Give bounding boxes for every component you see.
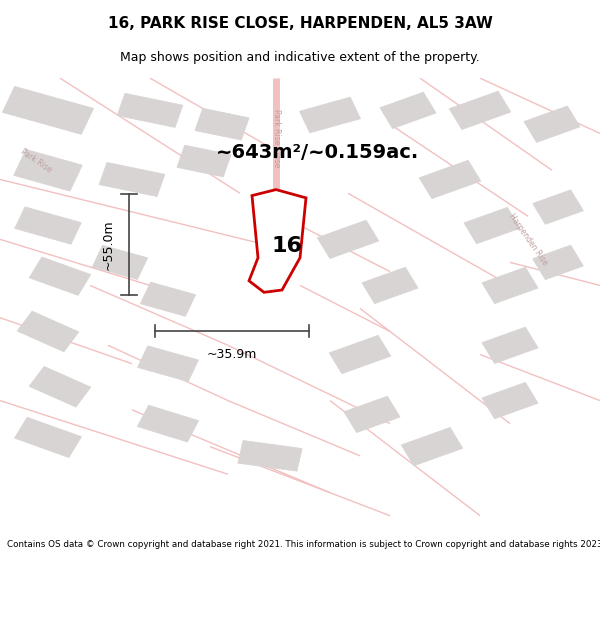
Text: 16, PARK RISE CLOSE, HARPENDEN, AL5 3AW: 16, PARK RISE CLOSE, HARPENDEN, AL5 3AW bbox=[107, 16, 493, 31]
Bar bbox=[329, 335, 391, 374]
Text: ~55.0m: ~55.0m bbox=[101, 219, 115, 270]
Bar bbox=[533, 245, 583, 279]
Bar bbox=[14, 207, 82, 244]
Bar bbox=[380, 92, 436, 129]
Bar bbox=[482, 327, 538, 364]
Bar bbox=[29, 257, 91, 296]
Bar bbox=[117, 93, 183, 128]
Bar bbox=[177, 145, 231, 177]
Bar bbox=[482, 382, 538, 419]
Bar bbox=[140, 282, 196, 316]
Bar bbox=[195, 108, 249, 140]
Polygon shape bbox=[249, 189, 306, 292]
Bar bbox=[317, 220, 379, 259]
Bar bbox=[362, 267, 418, 304]
Text: Park Rise Close: Park Rise Close bbox=[271, 109, 281, 168]
Bar bbox=[238, 441, 302, 471]
Bar bbox=[344, 396, 400, 432]
Bar bbox=[14, 418, 82, 457]
Text: ~35.9m: ~35.9m bbox=[207, 348, 257, 361]
Bar bbox=[419, 160, 481, 199]
Bar bbox=[524, 106, 580, 142]
Bar bbox=[137, 405, 199, 442]
Bar bbox=[482, 267, 538, 304]
Text: Harpenden Rise: Harpenden Rise bbox=[507, 212, 549, 267]
Text: Map shows position and indicative extent of the property.: Map shows position and indicative extent… bbox=[120, 51, 480, 64]
Bar bbox=[449, 91, 511, 129]
Bar bbox=[99, 162, 165, 196]
Bar bbox=[533, 190, 583, 224]
Text: 16: 16 bbox=[271, 236, 302, 256]
Bar bbox=[14, 149, 82, 191]
Bar bbox=[401, 428, 463, 466]
Bar bbox=[17, 311, 79, 352]
Bar bbox=[29, 366, 91, 407]
Bar bbox=[464, 208, 520, 244]
Text: Contains OS data © Crown copyright and database right 2021. This information is : Contains OS data © Crown copyright and d… bbox=[7, 541, 600, 549]
Bar bbox=[137, 346, 199, 382]
Bar bbox=[2, 86, 94, 134]
Text: Park Rise: Park Rise bbox=[19, 148, 53, 174]
Text: ~643m²/~0.159ac.: ~643m²/~0.159ac. bbox=[216, 143, 419, 162]
Bar bbox=[92, 245, 148, 279]
Bar bbox=[299, 97, 361, 133]
